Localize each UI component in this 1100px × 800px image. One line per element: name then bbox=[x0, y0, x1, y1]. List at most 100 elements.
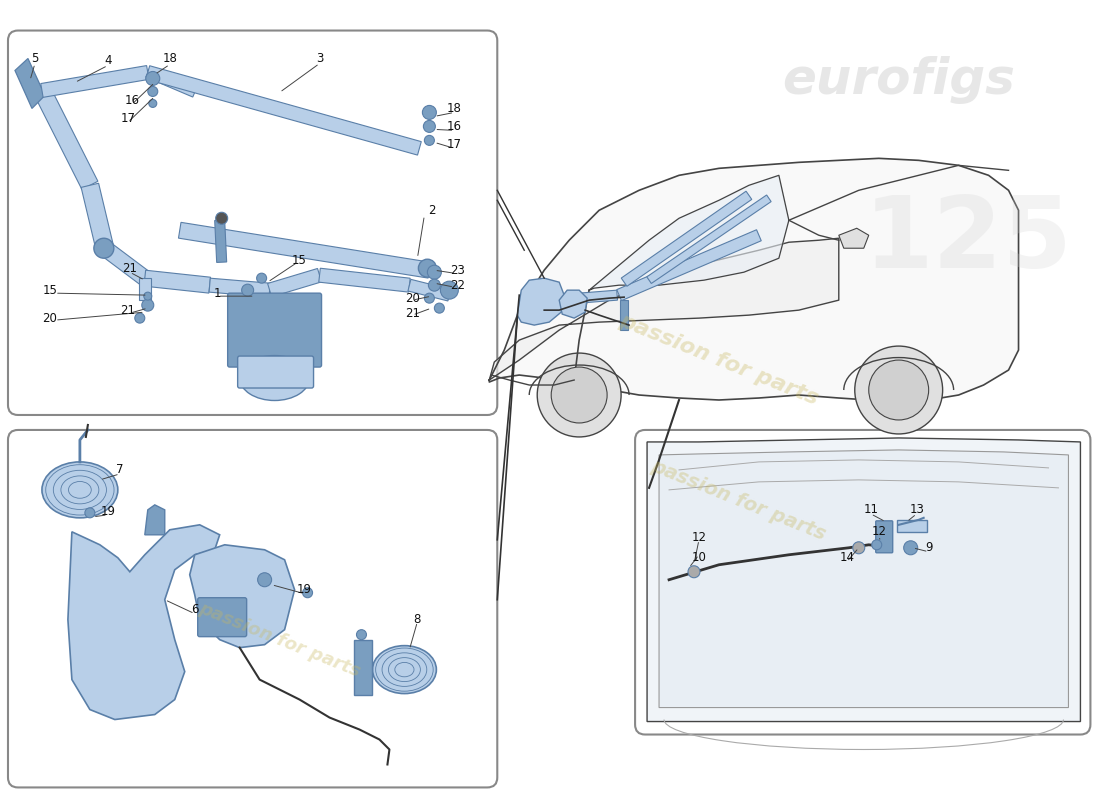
Polygon shape bbox=[68, 525, 220, 719]
Text: 17: 17 bbox=[447, 138, 462, 151]
Polygon shape bbox=[189, 545, 295, 648]
Circle shape bbox=[256, 273, 266, 283]
Text: 7: 7 bbox=[117, 463, 123, 476]
Polygon shape bbox=[408, 279, 451, 301]
Text: 2: 2 bbox=[428, 204, 436, 217]
Polygon shape bbox=[319, 268, 410, 292]
Text: passion for parts: passion for parts bbox=[649, 456, 829, 544]
Text: 16: 16 bbox=[124, 94, 140, 107]
Polygon shape bbox=[647, 438, 1080, 722]
Text: 5: 5 bbox=[31, 52, 38, 65]
Text: 23: 23 bbox=[450, 264, 465, 277]
Polygon shape bbox=[41, 66, 148, 98]
Text: 11: 11 bbox=[864, 503, 878, 516]
FancyBboxPatch shape bbox=[228, 293, 321, 367]
Text: 8: 8 bbox=[414, 613, 421, 626]
Polygon shape bbox=[146, 68, 197, 97]
Text: 6: 6 bbox=[191, 603, 198, 616]
Circle shape bbox=[434, 303, 444, 313]
FancyBboxPatch shape bbox=[8, 30, 497, 415]
Circle shape bbox=[356, 630, 366, 640]
Circle shape bbox=[871, 540, 882, 550]
Text: 22: 22 bbox=[450, 278, 465, 292]
Polygon shape bbox=[559, 290, 587, 318]
Circle shape bbox=[142, 299, 154, 311]
Polygon shape bbox=[590, 175, 789, 290]
FancyBboxPatch shape bbox=[876, 521, 893, 553]
Text: 14: 14 bbox=[839, 551, 855, 564]
Circle shape bbox=[852, 542, 865, 554]
Polygon shape bbox=[34, 86, 98, 190]
Circle shape bbox=[418, 259, 437, 277]
Polygon shape bbox=[178, 222, 430, 278]
Circle shape bbox=[242, 284, 254, 296]
Text: 12: 12 bbox=[871, 526, 887, 538]
Ellipse shape bbox=[373, 646, 437, 694]
Text: 12: 12 bbox=[692, 531, 706, 544]
Text: 15: 15 bbox=[43, 284, 57, 297]
Polygon shape bbox=[490, 158, 1019, 402]
Text: 3: 3 bbox=[316, 52, 323, 65]
Circle shape bbox=[425, 135, 435, 146]
Polygon shape bbox=[144, 270, 210, 293]
Bar bbox=[354, 640, 373, 694]
Circle shape bbox=[422, 106, 437, 119]
Text: 18: 18 bbox=[163, 52, 177, 65]
Polygon shape bbox=[100, 242, 150, 285]
Circle shape bbox=[425, 293, 435, 303]
Polygon shape bbox=[647, 195, 771, 283]
FancyBboxPatch shape bbox=[238, 356, 314, 388]
Polygon shape bbox=[617, 230, 761, 301]
Text: 10: 10 bbox=[692, 551, 706, 564]
Text: 15: 15 bbox=[293, 254, 307, 266]
Circle shape bbox=[135, 313, 145, 323]
Text: 13: 13 bbox=[910, 503, 924, 516]
Circle shape bbox=[424, 121, 436, 132]
Polygon shape bbox=[15, 58, 45, 109]
Circle shape bbox=[146, 71, 160, 86]
FancyBboxPatch shape bbox=[198, 598, 246, 637]
Text: passion for parts: passion for parts bbox=[616, 311, 822, 410]
Circle shape bbox=[688, 566, 700, 578]
Circle shape bbox=[428, 265, 441, 279]
Polygon shape bbox=[490, 238, 839, 380]
Circle shape bbox=[144, 292, 152, 300]
Circle shape bbox=[551, 367, 607, 423]
Text: 16: 16 bbox=[447, 120, 462, 133]
Polygon shape bbox=[267, 269, 321, 297]
Text: 21: 21 bbox=[122, 262, 138, 274]
Text: 18: 18 bbox=[447, 102, 462, 115]
Text: eurofigs: eurofigs bbox=[782, 57, 1015, 105]
Polygon shape bbox=[214, 220, 227, 262]
Circle shape bbox=[147, 86, 157, 97]
Circle shape bbox=[148, 99, 157, 107]
Text: 1: 1 bbox=[213, 286, 221, 300]
Circle shape bbox=[302, 588, 312, 598]
Polygon shape bbox=[579, 290, 617, 303]
Text: 21: 21 bbox=[120, 304, 135, 317]
Circle shape bbox=[257, 573, 272, 586]
Circle shape bbox=[855, 346, 943, 434]
Polygon shape bbox=[621, 191, 751, 286]
FancyBboxPatch shape bbox=[8, 430, 497, 787]
Polygon shape bbox=[839, 228, 869, 248]
Text: passion for parts: passion for parts bbox=[196, 599, 363, 680]
Polygon shape bbox=[659, 450, 1068, 707]
Text: 20: 20 bbox=[43, 312, 57, 325]
Circle shape bbox=[537, 353, 621, 437]
Polygon shape bbox=[146, 66, 421, 155]
Text: 20: 20 bbox=[405, 292, 420, 305]
FancyBboxPatch shape bbox=[635, 430, 1090, 734]
Polygon shape bbox=[139, 278, 151, 300]
Text: 21: 21 bbox=[405, 306, 420, 320]
Circle shape bbox=[216, 212, 228, 224]
Polygon shape bbox=[209, 278, 271, 297]
Polygon shape bbox=[81, 183, 113, 250]
Text: 125: 125 bbox=[865, 192, 1072, 289]
Text: 9: 9 bbox=[925, 542, 933, 554]
Bar bbox=[896, 520, 926, 532]
Polygon shape bbox=[145, 505, 165, 535]
Circle shape bbox=[428, 279, 440, 291]
Text: 19: 19 bbox=[100, 506, 116, 518]
Circle shape bbox=[869, 360, 928, 420]
